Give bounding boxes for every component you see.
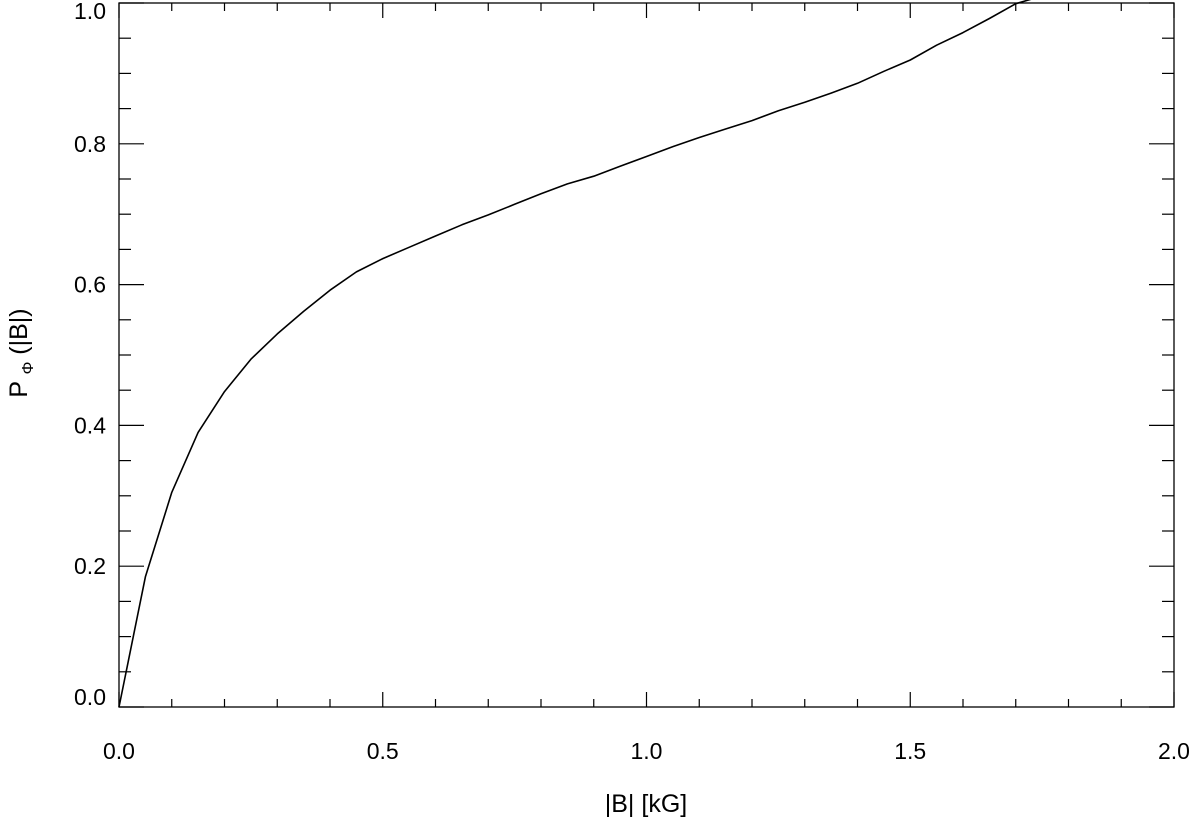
y-tick-label: 0.0 [74,684,106,710]
x-tick-labels: 0.0 0.5 1.0 1.5 2.0 [103,738,1190,764]
y-tick-label: 0.2 [74,553,106,579]
x-tick-label: 1.0 [631,738,663,764]
y-tick-label: 0.4 [74,412,106,438]
x-tick-label: 1.5 [894,738,926,764]
x-ticks [118,3,1175,707]
y-axis-label: P Φ (|B|) [5,308,39,397]
y-axis-label-subscript: Φ [20,362,37,375]
y-ticks [119,2,1174,708]
x-axis-label: |B| [kG] [605,790,687,818]
axis-labels: |B| [kG] P Φ (|B|) [5,308,687,818]
y-tick-label: 0.8 [74,131,106,157]
y-tick-label: 1.0 [74,0,106,24]
y-tick-labels: 0.0 0.2 0.4 0.6 0.8 1.0 [74,0,106,710]
plot-frame [118,2,1175,708]
plot-area [118,0,1175,708]
series-line [118,0,1032,708]
y-axis-label-tail: (|B|) [5,308,33,354]
x-tick-label: 0.5 [367,738,399,764]
y-tick-label: 0.6 [74,272,106,298]
x-tick-label: 0.0 [103,738,135,764]
x-tick-label: 2.0 [1158,738,1190,764]
y-axis-label-main: P [5,381,33,397]
